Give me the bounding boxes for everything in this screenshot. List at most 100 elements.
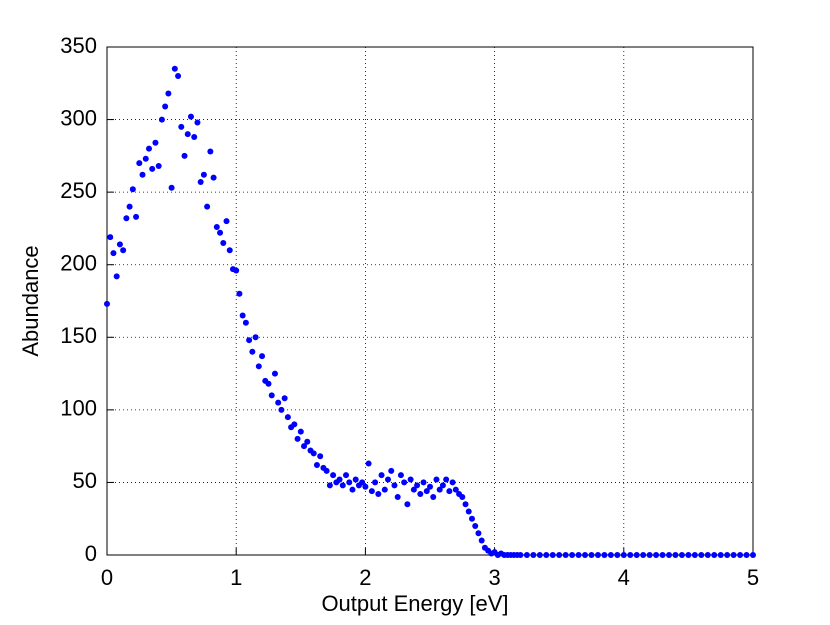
y-tick-label: 50 [73,468,97,493]
point [284,414,291,421]
point [433,476,440,483]
point [685,552,692,558]
point [562,552,569,558]
point [478,537,485,544]
point [368,488,375,495]
point [207,148,214,155]
point [523,552,530,558]
point [265,380,272,387]
point [275,399,282,406]
point [365,460,372,467]
point [191,133,198,140]
point [113,273,120,280]
point [152,139,159,146]
point [691,552,698,558]
point [427,483,433,490]
y-axis-label: Abundance [18,245,43,356]
point [175,73,182,80]
point [236,290,243,297]
point [372,479,379,486]
point [149,165,156,172]
point [711,552,718,558]
point [543,552,550,558]
point [226,247,233,254]
point [468,515,475,522]
x-tick-label: 0 [101,565,113,590]
point [397,472,404,479]
point [330,472,337,479]
point [601,552,608,558]
point [239,312,246,319]
point [271,370,278,377]
point [620,552,627,558]
point [158,116,165,123]
y-tick-label: 300 [60,105,97,130]
point [717,552,724,558]
point [459,493,466,500]
point [104,300,110,307]
point [443,476,450,483]
point [653,552,660,558]
point [204,203,211,210]
point [343,472,350,479]
point [123,215,130,222]
point [666,552,673,558]
point [381,486,388,493]
point [168,184,175,191]
x-tick-label: 3 [488,565,500,590]
y-tick-label: 250 [60,178,97,203]
point [107,234,114,241]
point [155,163,162,170]
point [420,479,427,486]
point [362,483,369,490]
point [246,337,253,344]
point [404,501,411,508]
point [410,486,417,493]
point [575,552,582,558]
point [217,229,224,236]
point [359,479,366,486]
point [129,186,136,193]
point [743,552,750,558]
point [136,160,143,167]
point [462,501,469,508]
point [627,552,634,558]
point [388,467,395,474]
point [301,443,308,450]
point [750,552,756,558]
point [378,472,385,479]
point [213,223,220,230]
point [255,363,262,370]
point [414,482,421,489]
point [278,406,285,413]
point [171,65,178,72]
point [607,552,614,558]
point [439,482,446,489]
point [475,530,482,537]
point [549,552,556,558]
point [165,90,172,97]
y-tick-label: 350 [60,33,97,58]
point [181,152,188,159]
point [294,435,301,442]
point [536,552,543,558]
x-tick-label: 2 [359,565,371,590]
point [349,486,356,493]
point [346,479,353,486]
point [633,552,640,558]
point [252,334,259,341]
point [133,213,140,220]
point [116,241,123,248]
point [582,552,589,558]
point [304,438,311,445]
y-tick-label: 150 [60,323,97,348]
point [407,476,414,483]
point [259,353,266,360]
point [646,552,653,558]
point [423,488,430,495]
point [614,552,621,558]
x-tick-label: 1 [230,565,242,590]
point [210,174,217,181]
point [517,552,524,558]
